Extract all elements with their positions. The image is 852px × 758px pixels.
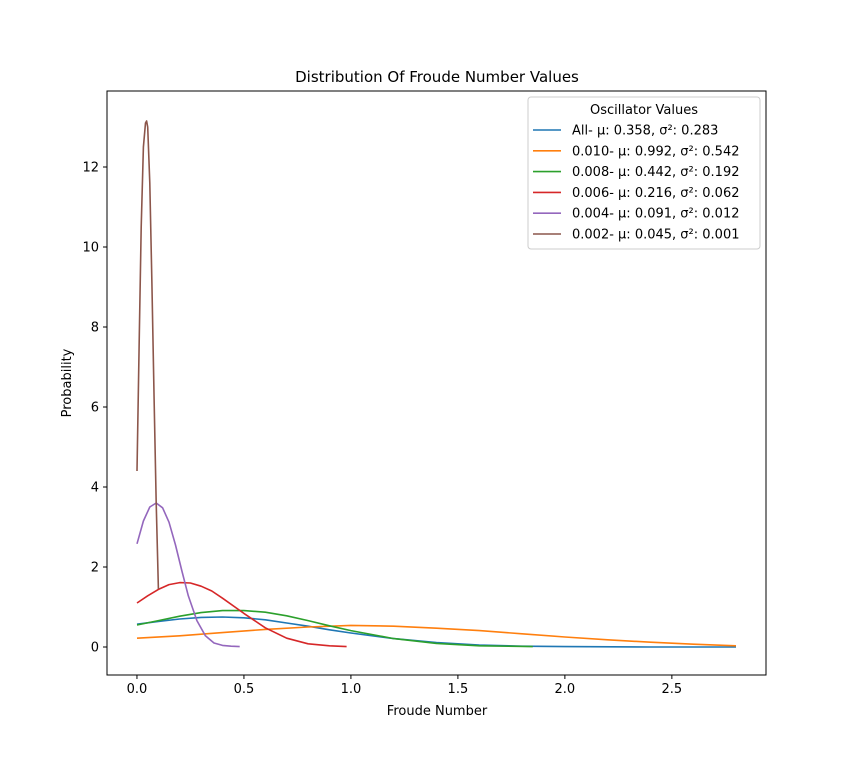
legend-title: Oscillator Values	[590, 103, 698, 118]
series-line-1	[136, 624, 737, 647]
x-tick-label: 2.5	[662, 682, 683, 697]
y-tick-label: 12	[82, 161, 99, 176]
x-axis-ticks: 0.0 0.5 1.0 1.5 2.0 2.5	[127, 675, 683, 697]
series-line-5	[136, 120, 160, 590]
y-tick-label: 10	[82, 241, 99, 256]
y-axis-ticks: 0 2 4 6 8 10 12	[82, 161, 107, 656]
x-tick-label: 1.5	[448, 682, 469, 697]
legend-box	[527, 96, 761, 250]
x-tick-label: 1.0	[341, 682, 362, 697]
legend-entry-label: All- μ: 0.358, σ²: 0.283	[572, 124, 718, 139]
legend-entry-label: 0.010- μ: 0.992, σ²: 0.542	[572, 144, 739, 159]
x-axis-label: Froude Number	[387, 704, 488, 719]
legend-entry-label: 0.006- μ: 0.216, σ²: 0.062	[572, 186, 739, 201]
series-line-2	[136, 609, 533, 648]
y-tick-label: 6	[91, 401, 99, 416]
chart-title: Distribution Of Froude Number Values	[295, 68, 579, 86]
legend: Oscillator Values All- μ: 0.358, σ²: 0.2…	[527, 96, 761, 250]
x-tick-label: 0.0	[127, 682, 148, 697]
series-line-3	[136, 581, 347, 648]
y-axis-label: Probability	[60, 348, 75, 417]
y-tick-label: 4	[91, 481, 99, 496]
legend-items: All- μ: 0.358, σ²: 0.283 0.010- μ: 0.992,…	[533, 124, 739, 243]
legend-entry-label: 0.002- μ: 0.045, σ²: 0.001	[572, 228, 739, 243]
legend-entry-label: 0.004- μ: 0.091, σ²: 0.012	[572, 207, 739, 222]
y-tick-label: 2	[91, 561, 99, 576]
x-tick-label: 2.0	[555, 682, 576, 697]
y-tick-label: 8	[91, 321, 99, 336]
series-lines	[136, 120, 737, 648]
series-line-4	[136, 502, 240, 648]
y-tick-label: 0	[91, 641, 99, 656]
x-tick-label: 0.5	[234, 682, 255, 697]
legend-entry-label: 0.008- μ: 0.442, σ²: 0.192	[572, 165, 739, 180]
